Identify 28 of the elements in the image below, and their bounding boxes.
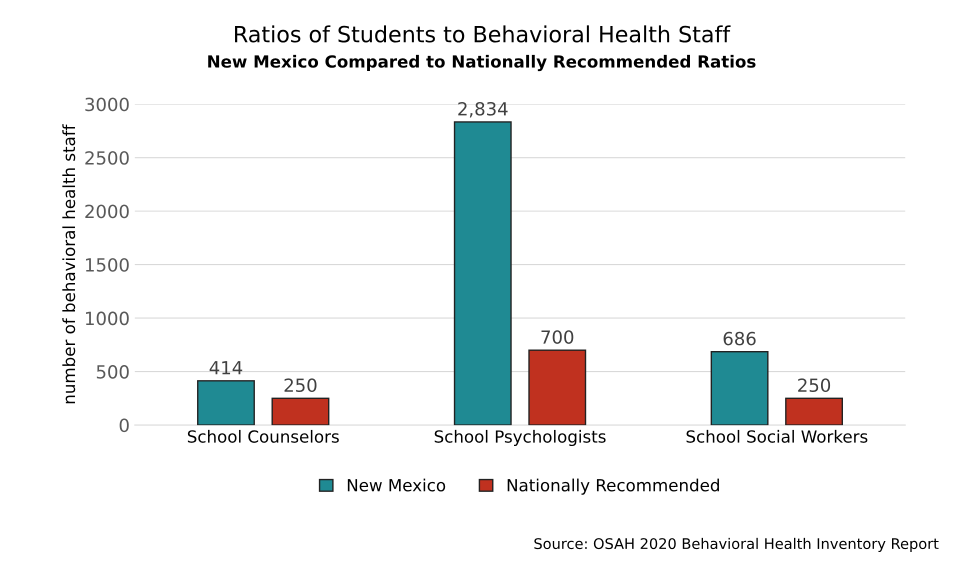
chart-title: Ratios of Students to Behavioral Health Staff <box>235 25 731 43</box>
y-axis-title: number of behavioral health staff <box>62 124 76 404</box>
bar <box>454 121 512 426</box>
y-tick-label: 500 <box>96 365 129 379</box>
data-label: 686 <box>724 332 756 346</box>
data-label: 250 <box>798 378 830 392</box>
chart-subtitle: New Mexico Compared to Nationally Recommended Ratios <box>208 54 756 72</box>
x-tick-label: School Social Workers <box>686 430 868 443</box>
data-label: 2,834 <box>458 102 508 118</box>
bar <box>710 350 769 426</box>
legend-label: Nationally Recommended <box>508 478 719 495</box>
bar <box>528 349 586 426</box>
source-note: Source: OSAH 2020 Behavioral Health Inventory Report <box>534 538 939 552</box>
data-label: 250 <box>284 378 316 392</box>
bar <box>272 398 330 426</box>
bar <box>197 380 255 426</box>
y-tick-label: 3000 <box>85 98 129 112</box>
legend-label: New Mexico <box>348 478 446 492</box>
bar <box>785 398 843 426</box>
x-tick-label: School Counselors <box>188 430 339 443</box>
y-tick-label: 0 <box>120 418 129 432</box>
x-tick-label: School Psychologists <box>434 430 606 446</box>
y-tick-label: 1000 <box>86 312 129 326</box>
data-label: 414 <box>210 361 242 374</box>
y-tick-label: 2500 <box>85 151 129 165</box>
y-tick-label: 2000 <box>85 204 129 218</box>
data-label: 700 <box>542 330 574 344</box>
y-tick-label: 1500 <box>86 258 129 272</box>
